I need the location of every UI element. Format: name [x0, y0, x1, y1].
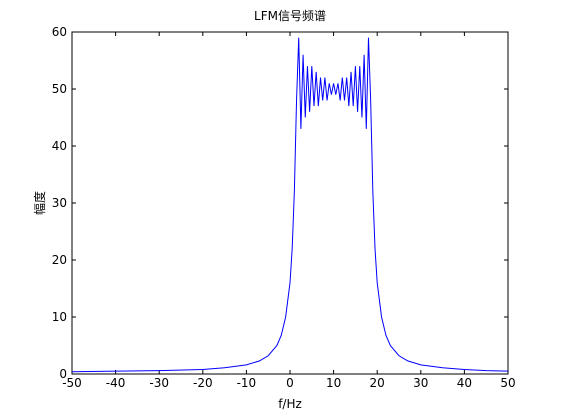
x-tick-label: 10 — [326, 376, 341, 390]
line-series — [71, 37, 509, 373]
y-tick-label: 20 — [52, 253, 67, 267]
x-tick-label: -10 — [237, 376, 257, 390]
y-tick-label: 30 — [52, 196, 67, 210]
x-tick-label: -30 — [149, 376, 169, 390]
plot-box — [71, 31, 509, 375]
x-tick-label: -40 — [106, 376, 126, 390]
x-tick-label: 20 — [370, 376, 385, 390]
y-tick-label: 50 — [52, 82, 67, 96]
x-tick-label: -50 — [62, 376, 82, 390]
x-axis-label: f/Hz — [278, 397, 302, 411]
x-tick-label: 40 — [457, 376, 472, 390]
x-tick-label: 0 — [286, 376, 294, 390]
x-tick-label: 30 — [413, 376, 428, 390]
x-tick-label: -20 — [193, 376, 213, 390]
y-tick-label: 10 — [52, 310, 67, 324]
chart-title: LFM信号频谱 — [254, 9, 326, 23]
x-tick-label: 50 — [500, 376, 515, 390]
y-tick-label: 60 — [52, 25, 67, 39]
y-tick-label: 0 — [59, 367, 67, 381]
y-tick-label: 40 — [52, 139, 67, 153]
y-axis-label: 幅度 — [32, 191, 47, 215]
